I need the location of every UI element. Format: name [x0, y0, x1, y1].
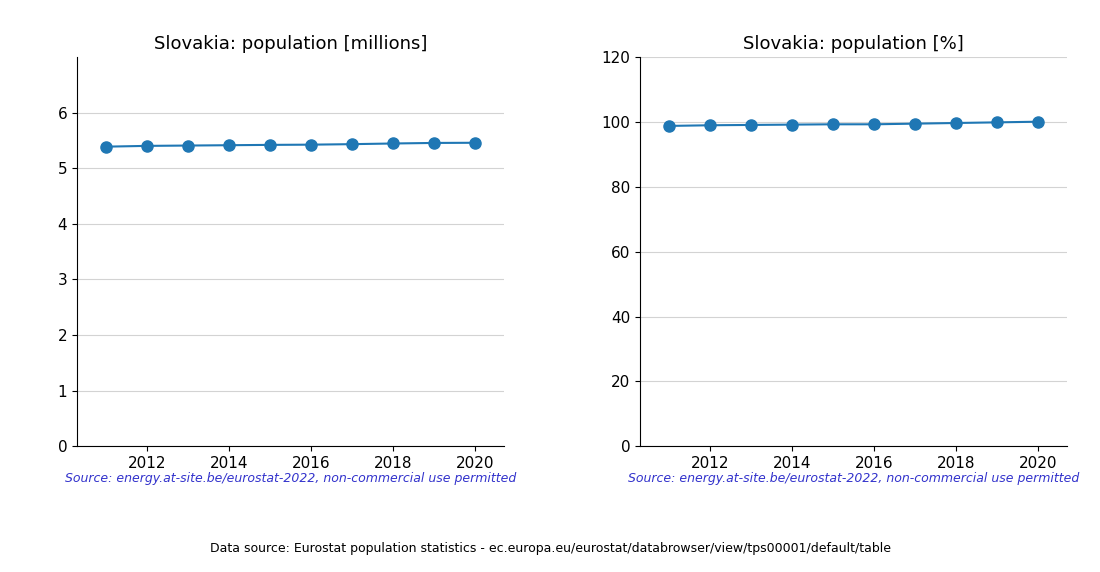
Text: Source: energy.at-site.be/eurostat-2022, non-commercial use permitted: Source: energy.at-site.be/eurostat-2022,…: [628, 472, 1079, 485]
Text: Data source: Eurostat population statistics - ec.europa.eu/eurostat/databrowser/: Data source: Eurostat population statist…: [209, 542, 891, 555]
Title: Slovakia: population [%]: Slovakia: population [%]: [744, 35, 964, 53]
Title: Slovakia: population [millions]: Slovakia: population [millions]: [154, 35, 427, 53]
Text: Source: energy.at-site.be/eurostat-2022, non-commercial use permitted: Source: energy.at-site.be/eurostat-2022,…: [65, 472, 516, 485]
